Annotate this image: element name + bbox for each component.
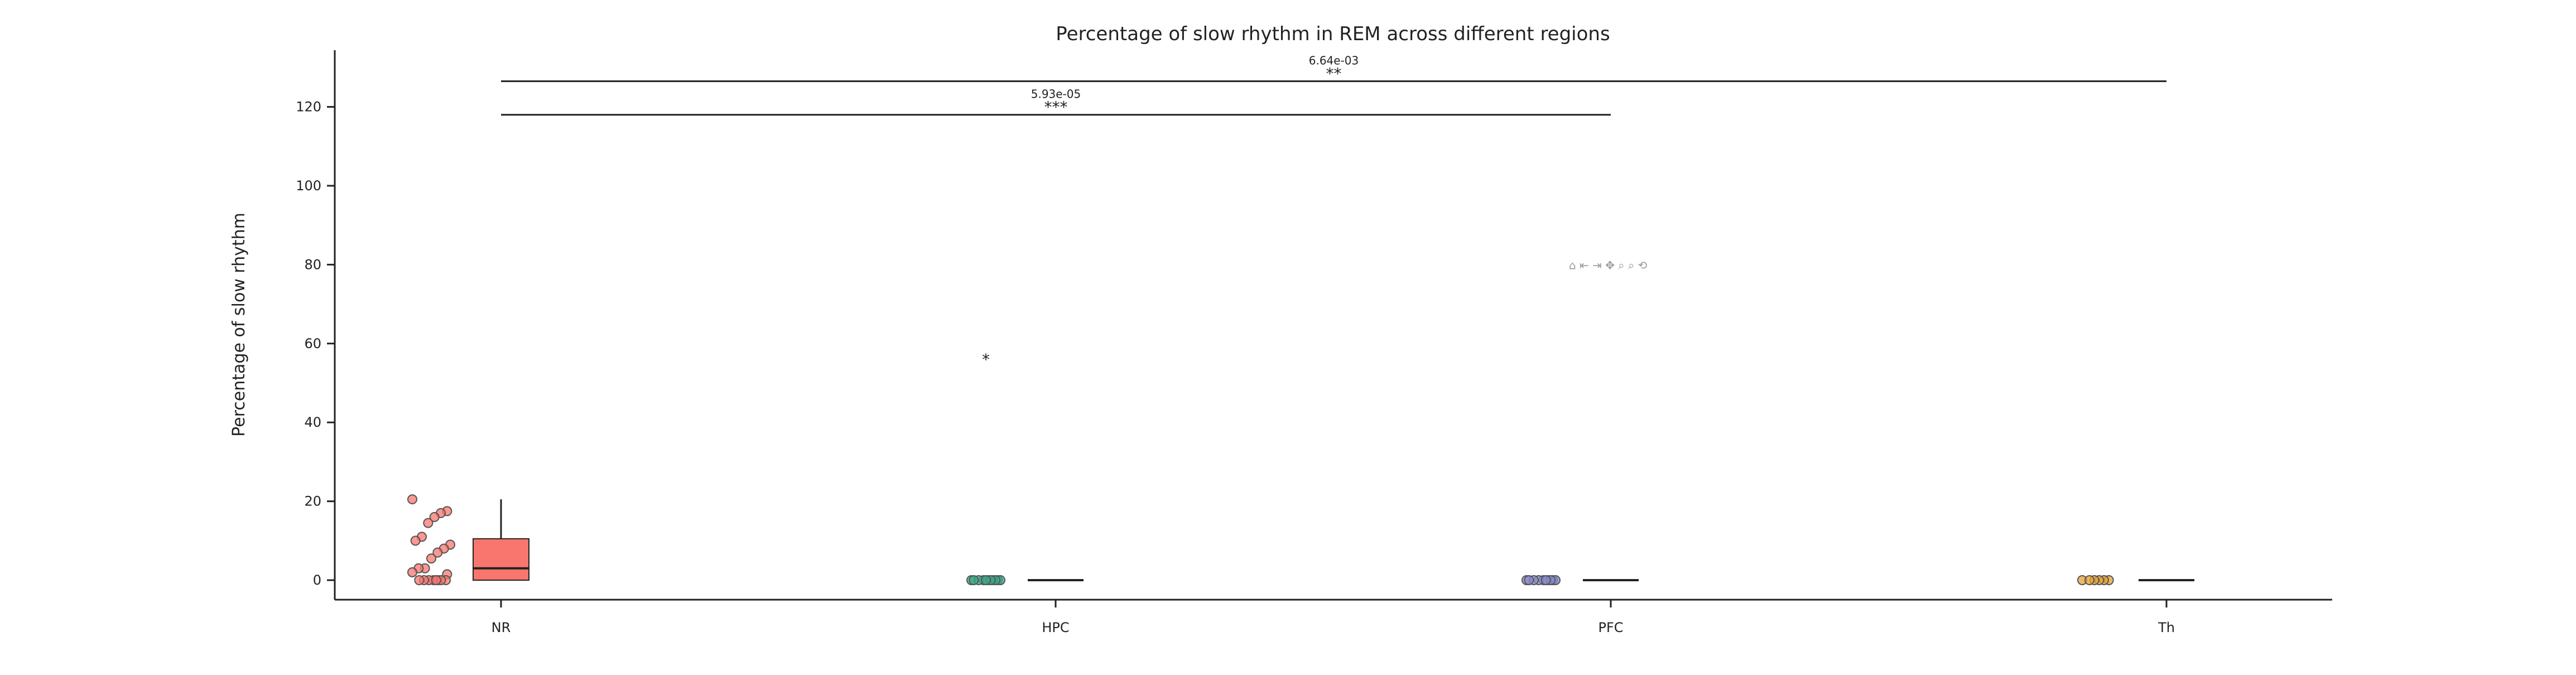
data-point xyxy=(423,518,434,528)
box-nr xyxy=(473,538,529,581)
plot-toolbar[interactable]: ⌂ ⇤ ⇥ ✥ ⌕ ⌕ ⟲ xyxy=(1569,258,1648,272)
data-point xyxy=(407,567,417,577)
x-tick-label: Th xyxy=(2158,620,2175,635)
y-axis-label: Percentage of slow rhythm xyxy=(229,213,249,437)
x-tick-label: NR xyxy=(492,620,511,635)
y-tick-label: 20 xyxy=(304,494,321,509)
x-tick-label: PFC xyxy=(1598,620,1623,635)
data-point xyxy=(1524,575,1534,585)
y-tick-label: 80 xyxy=(304,257,321,272)
data-point xyxy=(431,575,441,585)
outlier-marker: * xyxy=(982,350,990,369)
data-point xyxy=(426,553,436,564)
x-tick-label: HPC xyxy=(1042,620,1069,635)
significance-stars: ** xyxy=(1326,65,1342,83)
significance-p-value: 5.93e-05 xyxy=(1031,88,1081,101)
y-tick-label: 40 xyxy=(304,414,321,430)
y-tick-label: 0 xyxy=(313,572,321,588)
x-axis-ticks: NR HPC PFC Th xyxy=(492,600,2175,635)
chart-title: Percentage of slow rhythm in REM across … xyxy=(1056,23,1610,45)
significance-stars: *** xyxy=(1044,98,1068,117)
box-plots xyxy=(473,499,2194,581)
y-axis-ticks: 0 20 40 60 80 100 120 xyxy=(296,99,335,588)
data-point xyxy=(432,547,443,558)
significance-p-value: 6.64e-03 xyxy=(1309,54,1359,68)
strip-points xyxy=(407,494,2114,585)
y-tick-label: 100 xyxy=(296,178,321,194)
data-point xyxy=(429,512,440,522)
y-tick-label: 120 xyxy=(296,99,321,115)
data-point xyxy=(2084,575,2094,585)
y-tick-label: 60 xyxy=(304,336,321,351)
data-point xyxy=(410,536,421,546)
toolbar-icons[interactable]: ⌂ ⇤ ⇥ ✥ ⌕ ⌕ ⟲ xyxy=(1569,258,1648,272)
axes xyxy=(334,50,2332,601)
outlier-markers: * xyxy=(982,350,990,369)
data-point xyxy=(407,494,417,505)
significance-annotations: 5.93e-05*** 6.64e-03** xyxy=(501,54,2166,117)
data-point xyxy=(981,575,991,585)
data-point xyxy=(414,575,425,585)
data-point xyxy=(1540,575,1551,585)
data-point xyxy=(969,575,979,585)
